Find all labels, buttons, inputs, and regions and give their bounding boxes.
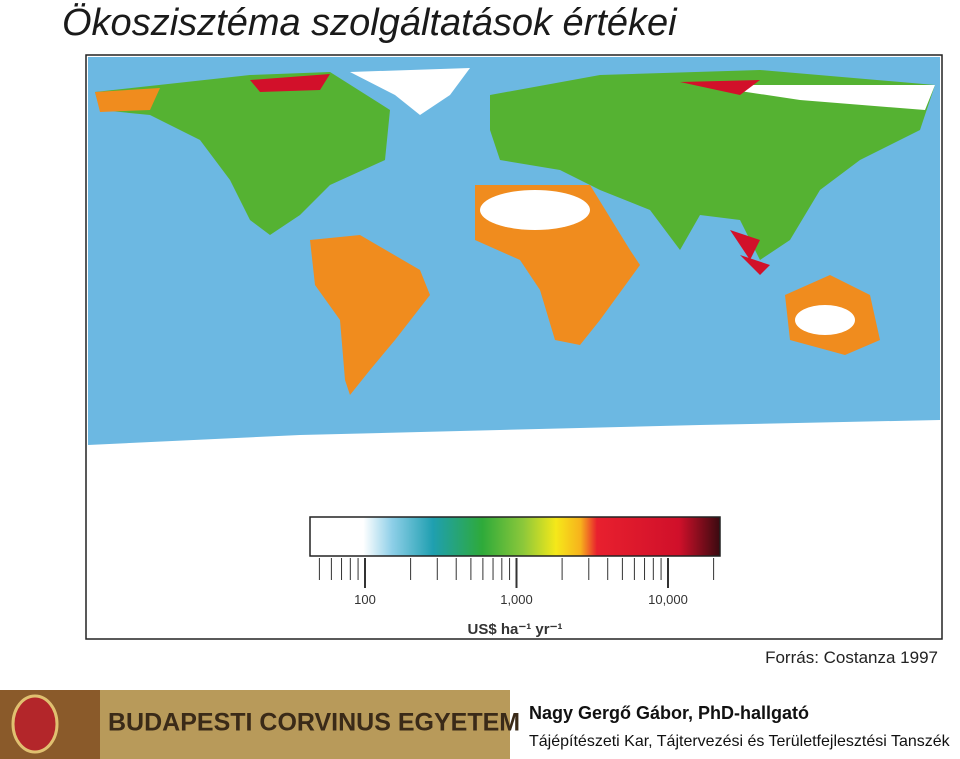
source: Forrás: Costanza 1997 (765, 648, 938, 667)
australia-interior (795, 305, 855, 335)
siberia (700, 85, 935, 110)
legend-unit: US$ ha⁻¹ yr⁻¹ (467, 621, 562, 638)
continents (88, 68, 940, 472)
north-america (95, 72, 390, 235)
color-bar-ticks: 100 1,000 10,000 (318, 558, 715, 607)
crest-shield (11, 694, 59, 754)
greenland (350, 68, 470, 115)
legend-tick-label: 100 (354, 592, 376, 607)
sahara (480, 190, 590, 230)
legend-tick-label: 10,000 (648, 592, 688, 607)
author: Nagy Gergő Gábor, PhD-hallgató (529, 703, 810, 723)
slide-title: Ökoszisztéma szolgáltatások értékei (62, 2, 677, 44)
eurasia (490, 70, 935, 260)
legend-tick-label: 1,000 (500, 592, 533, 607)
south-america (310, 235, 430, 395)
alaska (95, 88, 160, 112)
banner-text: BUDAPESTI CORVINUS EGYETEM (108, 709, 520, 737)
antarctica (88, 420, 940, 472)
color-bar (309, 516, 721, 557)
department: Tájépítészeti Kar, Tájtervezési és Terül… (529, 733, 950, 750)
